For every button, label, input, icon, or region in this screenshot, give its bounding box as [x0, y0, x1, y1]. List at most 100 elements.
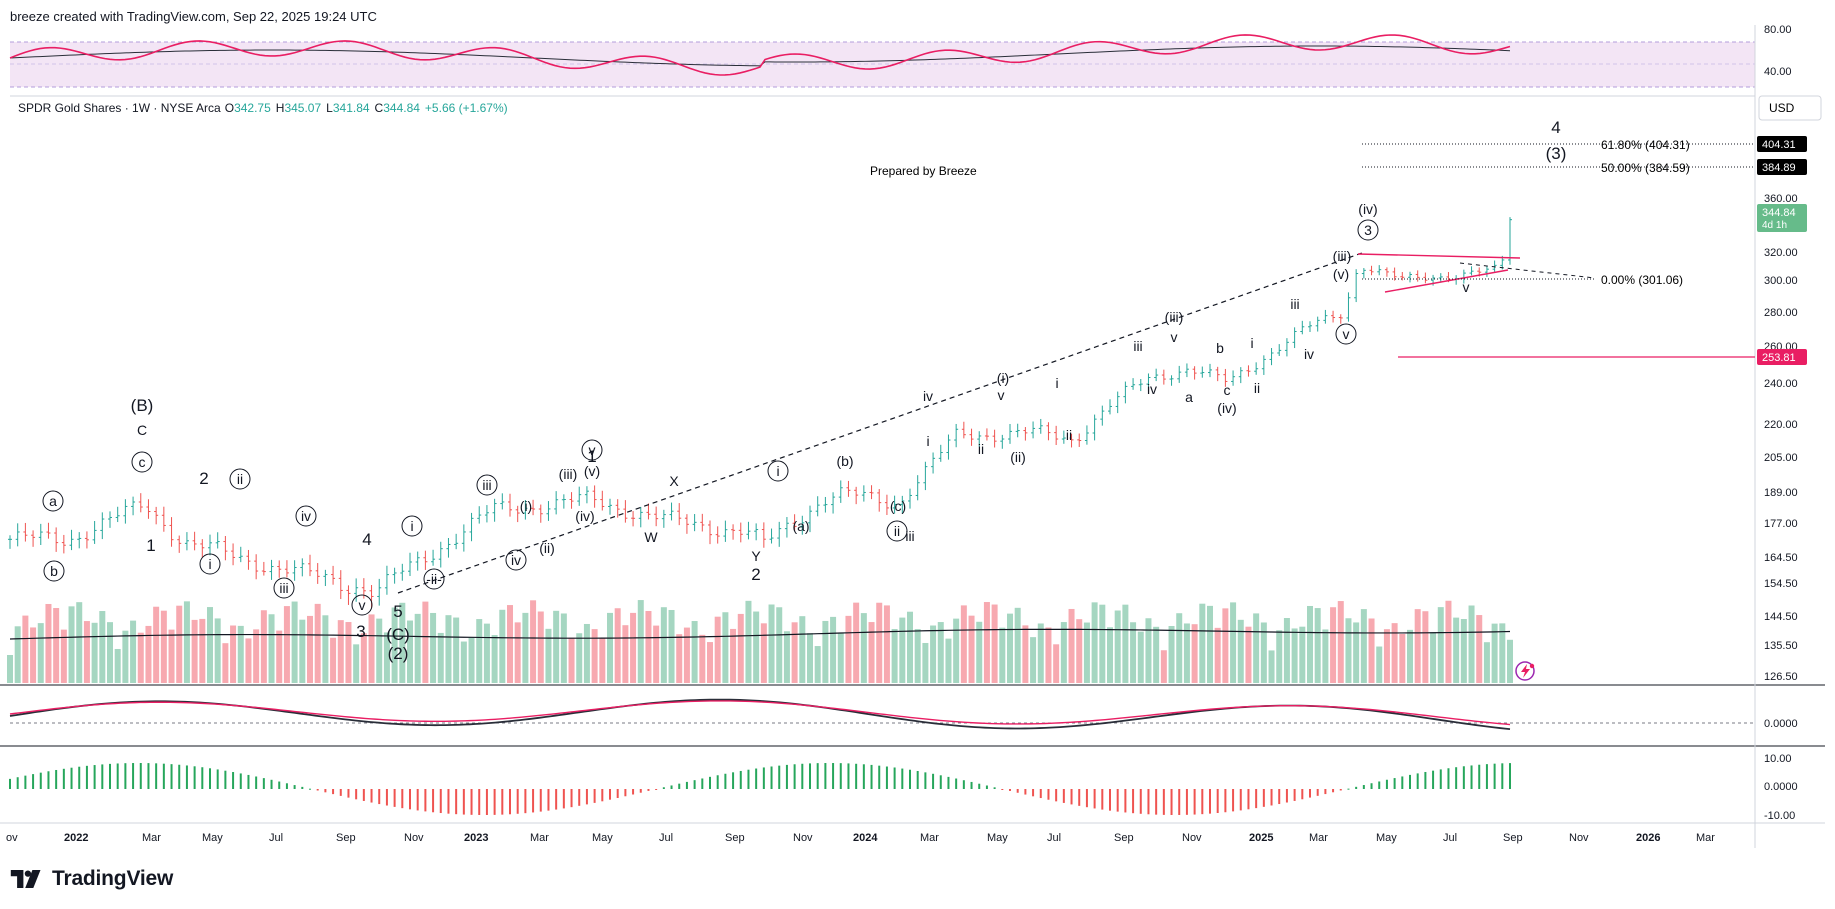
wave-label: (i) — [520, 498, 532, 514]
wave-label-circle — [1357, 219, 1379, 241]
time-axis-label: 2023 — [464, 832, 488, 844]
volume-bar — [1145, 618, 1152, 683]
histogram-bar — [885, 766, 888, 789]
histogram-bar — [1001, 789, 1004, 790]
wave-label-circle — [42, 490, 64, 512]
histogram-axis[interactable]: 10.00 0.0000 -10.00 — [1764, 753, 1798, 822]
triangle-lower[interactable] — [1384, 269, 1509, 293]
time-axis-label: 2025 — [1249, 832, 1273, 844]
wave-label: 5 — [0, 0, 5, 4]
volume-moving-average — [9, 628, 1511, 640]
volume-bar — [399, 602, 406, 683]
histogram-bar — [432, 789, 435, 813]
histogram-bar — [785, 764, 788, 789]
histogram-bar — [362, 789, 365, 801]
volume-bar — [1230, 602, 1237, 683]
volume-bar — [1068, 608, 1075, 683]
volume-bar — [1268, 650, 1275, 683]
wave-label: (iv) — [1217, 400, 1236, 416]
volume-bar — [507, 605, 513, 683]
volume-bar — [937, 622, 944, 683]
volume-bar — [822, 620, 829, 683]
wave-label: i — [410, 518, 413, 534]
volume-bar — [1253, 613, 1260, 683]
histogram-bar — [1078, 789, 1081, 806]
triangle-dashed-extension[interactable] — [1459, 262, 1596, 279]
volume-bar — [291, 601, 298, 683]
volume-bar — [176, 605, 183, 683]
histogram-bar — [662, 787, 665, 789]
histogram-bar — [347, 789, 350, 798]
histogram-bar — [424, 789, 427, 812]
currency-box[interactable] — [1758, 95, 1822, 121]
wave-label: ii — [1066, 427, 1072, 443]
histogram-bar — [1470, 765, 1473, 789]
price-axis[interactable]: 360.00320.00300.00280.00260.00240.00220.… — [1764, 193, 1798, 683]
wave-label: iii — [905, 528, 914, 544]
time-axis-label: Nov — [1182, 832, 1202, 844]
volume-bar — [899, 617, 906, 683]
histogram-bar — [1255, 789, 1258, 809]
volume-bar — [1022, 625, 1029, 683]
volume-bar — [476, 619, 483, 683]
volume-bar — [22, 615, 29, 683]
price-axis-label: 300.00 — [1764, 275, 1798, 287]
volume-bar — [237, 625, 244, 683]
volume-bar — [1160, 650, 1167, 683]
macd-axis[interactable]: 0.0000 — [1764, 718, 1798, 730]
volume-bar — [330, 637, 337, 683]
price-tag-label: 404.31 — [1762, 139, 1796, 151]
price-axis-label: 135.50 — [1764, 640, 1798, 652]
volume-bar — [907, 611, 913, 683]
histogram-bar — [993, 787, 996, 789]
histogram-axis-label: -10.00 — [1764, 810, 1795, 822]
tradingview-logo[interactable]: TradingView — [10, 865, 173, 893]
volume-bar — [53, 608, 60, 683]
histogram-bar — [1070, 789, 1073, 805]
histogram-bar — [1378, 781, 1381, 789]
volume-bar — [1391, 623, 1398, 683]
triangle-upper[interactable] — [1357, 253, 1521, 259]
volume-bar — [283, 606, 290, 683]
volume-bar — [999, 627, 1006, 683]
time-axis-label: Mar — [1696, 832, 1715, 844]
volume-bar — [1076, 619, 1083, 683]
wave-label-circle — [273, 577, 295, 599]
histogram-bar — [132, 763, 135, 789]
histogram-bar — [1485, 764, 1488, 789]
histogram-bar — [370, 789, 373, 803]
volume-bar — [853, 602, 860, 683]
volume-bar — [1345, 618, 1352, 683]
histogram-bar — [1447, 768, 1450, 789]
wave-label: c — [1224, 382, 1231, 398]
volume-bar — [1383, 629, 1390, 683]
wave-label: i — [1055, 375, 1058, 391]
histogram-bar — [832, 763, 835, 789]
wave-label: (3) — [1546, 144, 1567, 163]
volume-bar — [1491, 623, 1498, 683]
rsi-axis[interactable]: 80.00 40.00 — [1764, 24, 1792, 78]
volume-bar — [1330, 607, 1337, 683]
volume-bar — [776, 607, 783, 683]
price-axis-label: 154.50 — [1764, 578, 1798, 590]
volume-bar — [1445, 600, 1452, 683]
histogram-bar — [1024, 789, 1027, 795]
volume-bar — [1468, 605, 1475, 683]
volume-bar — [914, 629, 921, 683]
volume-bar — [945, 638, 952, 683]
volume-bar — [160, 610, 167, 683]
wave-label: iv — [511, 552, 521, 568]
wave-label-circle — [767, 460, 789, 482]
volume-bar — [14, 626, 21, 683]
volume-bar — [968, 615, 975, 683]
rsi-line — [9, 34, 1511, 76]
volume-bar — [599, 638, 606, 683]
histogram-bar — [1424, 771, 1427, 789]
volume-bar — [1360, 609, 1367, 683]
histogram-bar — [532, 789, 535, 813]
legend-line[interactable]: SPDR Gold Shares · 1W · NYSE Arca O342.75… — [18, 101, 508, 115]
histogram-bar — [924, 772, 927, 789]
volume-bar — [676, 634, 683, 683]
time-axis[interactable]: ov 2022 Mar May Jul Sep Nov 2023 Mar May Jul Sep Nov… — [6, 832, 1715, 844]
